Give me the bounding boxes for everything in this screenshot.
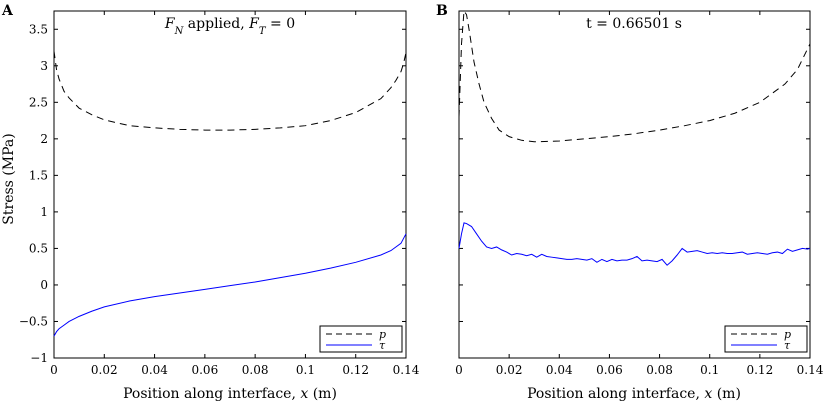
panel-a-legend-label-p: p xyxy=(379,328,386,341)
panel-b-x-axis-label|chart_data.1.xlabel_parts-part-1: x xyxy=(704,386,712,402)
panel-a-title|chart_data.0.title_parts-part-5: = 0 xyxy=(266,16,296,32)
panel-a-title: FN applied, FT = 0 xyxy=(164,16,295,37)
panel-a-ytick-label-6: 2 xyxy=(40,132,48,146)
panel-b-xtick-label-4: 0.08 xyxy=(646,363,673,377)
panel-b: B 0 0.02 0.04 0.06 0.08 0.1 0.12 0.14 t = 0.665… xyxy=(436,3,824,402)
panel-b-title: t = 0.66501 s xyxy=(586,16,682,32)
panel-a-ytick-label-3: 0.5 xyxy=(29,241,48,255)
panel-a-series-p-line xyxy=(53,51,407,131)
panel-b-xtick-label-1: 0.02 xyxy=(496,363,523,377)
panel-b-x-axis-label: Position along interface, x (m) xyxy=(527,386,741,402)
panel-b-xtick-label-2: 0.04 xyxy=(546,363,573,377)
panel-b-tag: B xyxy=(436,3,448,19)
panel-b-xtick-label-3: 0.06 xyxy=(596,363,623,377)
y-axis-label: Stress (MPa) xyxy=(1,133,17,224)
panel-b-series-p-line xyxy=(458,9,811,143)
panel-a-x-axis-label: Position along interface, x (m) xyxy=(123,386,337,402)
panel-a: A 0 0.02 0.04 0.06 0.08 0.1 0.12 0.14 −1 −0.5 0 0.5… xyxy=(1,3,420,402)
panel-a-ytick-label-2: 0 xyxy=(40,278,48,292)
panel-a-xtick-label-1: 0.02 xyxy=(91,363,118,377)
panel-a-ytick-label-8: 3 xyxy=(40,59,48,73)
panel-a-xtick-label-5: 0.1 xyxy=(296,363,315,377)
panel-a-ytick-label-7: 2.5 xyxy=(29,95,48,109)
panel-a-series xyxy=(53,51,407,337)
panel-a-xtick-label-6: 0.12 xyxy=(342,363,369,377)
panel-a-legend-box xyxy=(319,325,403,353)
panel-b-legend-box xyxy=(724,325,808,353)
panel-a-x-axis-label|chart_data.0.xlabel_parts-part-2: (m) xyxy=(308,386,337,402)
panel-a-legend-label-tau: τ xyxy=(379,339,386,352)
panel-b-series xyxy=(458,9,811,266)
panel-a-ytick-label-4: 1 xyxy=(40,205,48,219)
panel-b-plot-frame xyxy=(458,10,811,359)
panel-a-ytick-label-5: 1.5 xyxy=(29,168,48,182)
panel-a-ytick-label-1: −0.5 xyxy=(19,314,48,328)
panel-a-title|chart_data.0.title_parts-part-2: applied, xyxy=(183,16,249,32)
panel-b-title|chart_data.1.title_parts-part-0: t = 0.66501 s xyxy=(586,16,682,32)
panel-b-legend: p τ xyxy=(724,325,808,353)
panel-a-ytick-label-0: −1 xyxy=(30,351,48,365)
panel-a-tag: A xyxy=(1,3,14,19)
panel-b-xtick-label-0: 0 xyxy=(455,363,463,377)
panel-a-xtick-label-4: 0.08 xyxy=(242,363,269,377)
panel-a-xtick-label-2: 0.04 xyxy=(141,363,168,377)
panel-a-title|chart_data.0.title_parts-part-0: F xyxy=(164,16,176,32)
panel-a-x-axis-label|chart_data.0.xlabel_parts-part-0: Position along interface, xyxy=(123,386,300,402)
panel-b-legend-label-p: p xyxy=(784,328,791,341)
panel-b-xtick-label-6: 0.12 xyxy=(746,363,773,377)
panel-a-ticks: 0 0.02 0.04 0.06 0.08 0.1 0.12 0.14 −1 −0.5 0 0.5 1 1… xyxy=(19,11,420,377)
panel-b-series-tau-line xyxy=(458,222,811,266)
panel-a-plot-frame xyxy=(53,10,407,359)
panel-b-x-axis-label|chart_data.1.xlabel_parts-part-0: Position along interface, xyxy=(527,386,704,402)
panel-b-ticks: 0 0.02 0.04 0.06 0.08 0.1 0.12 0.14 xyxy=(455,11,824,377)
panel-a-ytick-label-9: 3.5 xyxy=(29,22,48,36)
panel-a-series-tau-line xyxy=(53,233,407,337)
panel-b-x-axis-label|chart_data.1.xlabel_parts-part-2: (m) xyxy=(712,386,741,402)
panel-b-xtick-label-7: 0.14 xyxy=(797,363,824,377)
panel-b-legend-label-tau: τ xyxy=(784,339,791,352)
panel-a-legend: p τ xyxy=(319,325,403,353)
panel-a-xtick-label-0: 0 xyxy=(50,363,58,377)
panel-a-xtick-label-7: 0.14 xyxy=(393,363,420,377)
panel-a-title|chart_data.0.title_parts-part-1: N xyxy=(174,26,185,37)
panel-a-xtick-label-3: 0.06 xyxy=(191,363,218,377)
panel-a-title|chart_data.0.title_parts-part-3: F xyxy=(248,16,260,32)
panel-a-x-axis-label|chart_data.0.xlabel_parts-part-1: x xyxy=(300,386,308,402)
panel-b-xtick-label-5: 0.1 xyxy=(700,363,719,377)
panel-a-title|chart_data.0.title_parts-part-4: T xyxy=(259,26,267,37)
